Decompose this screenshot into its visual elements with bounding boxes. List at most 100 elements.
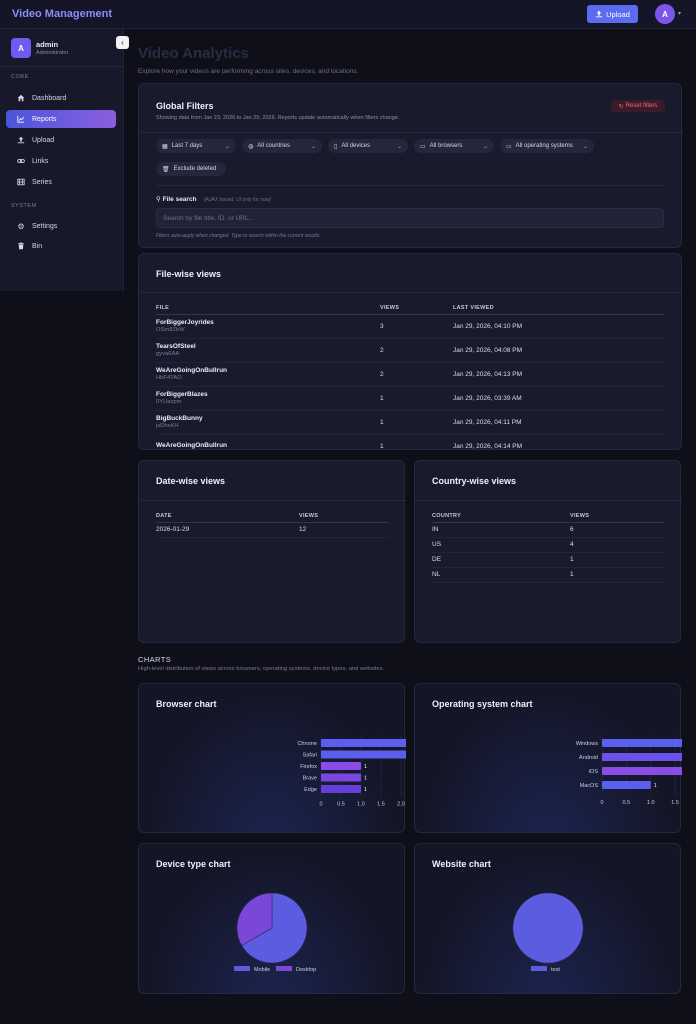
- date-cell: 2026-01-29: [156, 522, 299, 538]
- data-label: 1: [364, 776, 367, 782]
- pie-slice: [512, 892, 584, 964]
- upload-button[interactable]: Upload: [587, 5, 638, 23]
- divider: [156, 185, 664, 186]
- y-tick-label: Chrome: [297, 741, 317, 747]
- sidebar-item-series[interactable]: Series: [6, 173, 116, 191]
- x-tick-label: 1.0: [647, 800, 655, 806]
- file-title[interactable]: ForBiggerJoyrides: [156, 319, 214, 326]
- file-title[interactable]: WeAreGoingOnBullrun: [156, 442, 228, 449]
- views-cell: 3: [380, 314, 453, 339]
- divider: [415, 500, 682, 501]
- sidebar-item-label: Dashboard: [32, 94, 67, 102]
- avatar[interactable]: A: [655, 4, 675, 24]
- file-id: jsDhsKH: [156, 423, 179, 429]
- chevron-down-icon[interactable]: ▾: [678, 11, 682, 17]
- legend-swatch: [276, 966, 292, 971]
- file-title[interactable]: WeAreGoingOnBullrun: [156, 367, 228, 374]
- table-row: US 4: [432, 537, 665, 553]
- sidebar-item-dashboard[interactable]: Dashboard: [6, 89, 116, 107]
- charts-heading: CHARTS: [138, 655, 172, 664]
- charts-subtitle: High-level distribution of views across …: [138, 666, 385, 672]
- table-row: 2026-01-29 12: [156, 522, 389, 538]
- views-cell: 2: [380, 338, 453, 363]
- last-viewed-cell: Jan 29, 2026, 04:14 PM: [453, 434, 664, 449]
- file-id: OSm8ZbW: [156, 327, 185, 333]
- y-tick-label: Edge: [304, 787, 317, 793]
- last-viewed-cell: Jan 29, 2026, 04:13 PM: [453, 362, 664, 387]
- legend-label: Desktop: [296, 967, 316, 973]
- browser-chart: 00.51.01.52.02.53.03.54.04.55.0ViewsChro…: [297, 735, 406, 808]
- filters-footnote: Filters auto-apply when changed. Type to…: [156, 233, 321, 239]
- legend-swatch: [531, 966, 547, 971]
- table-row[interactable]: TearsOfSteel gyva6AA 2 Jan 29, 2026, 04:08 …: [156, 338, 664, 363]
- x-tick-label: 1.5: [377, 802, 385, 808]
- divider: [139, 132, 683, 133]
- exclude-deleted-toggle[interactable]: 🗑︎ Exclude deleted: [156, 162, 226, 176]
- app-title[interactable]: Video Management: [12, 8, 113, 20]
- sidebar-item-settings[interactable]: ⚙ Settings: [6, 217, 116, 235]
- table-header-row: COUNTRY VIEWS: [432, 510, 665, 523]
- search-input[interactable]: [156, 208, 664, 228]
- user-name: admin: [36, 40, 59, 49]
- last-viewed-cell: Jan 29, 2026, 03:39 AM: [453, 386, 664, 411]
- country-views-title: Country-wise views: [432, 476, 517, 486]
- country-select[interactable]: ◍ All countries ⌄: [242, 139, 322, 153]
- reset-filters-label: Reset filters: [625, 103, 658, 109]
- sidebar-item-label: Upload: [32, 136, 55, 144]
- device-chart-card: Device type chart Mobile Desktop: [138, 843, 405, 994]
- table-row[interactable]: WeAreGoingOnBullrun HbF4TAO 2 Jan 29, 2026,…: [156, 362, 664, 387]
- table-row[interactable]: WeAreGoingOnBullrun 1 Jan 29, 2026, 04:14 …: [156, 434, 664, 449]
- sidebar-item-links[interactable]: Links: [6, 152, 116, 170]
- calendar-icon: ▦: [162, 143, 168, 150]
- date-views-title: Date-wise views: [156, 476, 226, 486]
- trash-icon: 🗑︎: [162, 166, 170, 173]
- file-views-card: File-wise views FILE VIEWS LAST VIEWED F…: [138, 253, 682, 450]
- x-tick-label: 1.0: [357, 802, 365, 808]
- gear-icon: ⚙: [17, 221, 25, 231]
- collapse-sidebar-button[interactable]: ‹: [116, 36, 129, 49]
- chevron-down-icon: ⌄: [582, 143, 588, 150]
- browser-select[interactable]: ▭ All browsers ⌄: [414, 139, 494, 153]
- browser-chart-card: Browser chart 00.51.01.52.02.53.03.54.04…: [138, 683, 406, 833]
- views-cell: 1: [570, 567, 665, 583]
- os-select[interactable]: ▭ All operating systems ⌄: [500, 139, 594, 153]
- table-row: IN 6: [432, 522, 665, 538]
- views-cell: 1: [380, 386, 453, 411]
- views-cell: 1: [380, 410, 453, 435]
- column-header: LAST VIEWED: [453, 302, 664, 315]
- table-row[interactable]: ForBiggerBlazes 0YUazpm 1 Jan 29, 2026, 03:…: [156, 386, 664, 411]
- table-header-row: DATE VIEWS: [156, 510, 389, 523]
- sidebar-item-reports[interactable]: Reports: [6, 110, 116, 128]
- table-row[interactable]: BigBuckBunny jsDhsKH 1 Jan 29, 2026, 04:11 …: [156, 410, 664, 435]
- device-select[interactable]: ▯ All devices ⌄: [328, 139, 408, 153]
- upload-icon: [595, 10, 603, 18]
- bar: [321, 750, 406, 759]
- file-title[interactable]: ForBiggerBlazes: [156, 391, 208, 398]
- film-icon: [17, 178, 25, 186]
- data-label: 1: [364, 787, 367, 793]
- file-title[interactable]: TearsOfSteel: [156, 343, 196, 350]
- views-cell: 1: [380, 434, 453, 449]
- table-row[interactable]: ForBiggerJoyrides OSm8ZbW 3 Jan 29, 2026, 0…: [156, 314, 664, 339]
- country-cell: US: [432, 537, 570, 553]
- last-viewed-cell: Jan 29, 2026, 04:11 PM: [453, 410, 664, 435]
- sidebar-item-upload[interactable]: Upload: [6, 131, 116, 149]
- column-header: DATE: [156, 510, 299, 523]
- file-cell: ForBiggerBlazes 0YUazpm: [156, 386, 380, 411]
- website-chart-title: Website chart: [432, 859, 491, 869]
- views-cell: 4: [570, 537, 665, 553]
- upload-icon: [17, 136, 25, 144]
- date-range-select[interactable]: ▦ Last 7 days ⌄: [156, 139, 236, 153]
- date-views-card: Date-wise views DATE VIEWS 2026-01-29 12: [138, 460, 406, 643]
- bar: [602, 781, 651, 789]
- sidebar-item-label: Series: [32, 178, 52, 186]
- filters-description: Showing data from Jan 23, 2026 to Jan 29…: [156, 115, 400, 121]
- reset-filters-button[interactable]: ↻ Reset filters: [611, 100, 665, 112]
- file-views-title: File-wise views: [156, 269, 222, 279]
- file-title[interactable]: BigBuckBunny: [156, 415, 203, 422]
- views-cell: 6: [570, 522, 665, 538]
- sidebar-item-bin[interactable]: Bin: [6, 237, 116, 255]
- page-subtitle: Explore how your videos are performing a…: [138, 68, 359, 75]
- file-cell: BigBuckBunny jsDhsKH: [156, 410, 380, 435]
- section-label-system: SYSTEM: [11, 203, 37, 209]
